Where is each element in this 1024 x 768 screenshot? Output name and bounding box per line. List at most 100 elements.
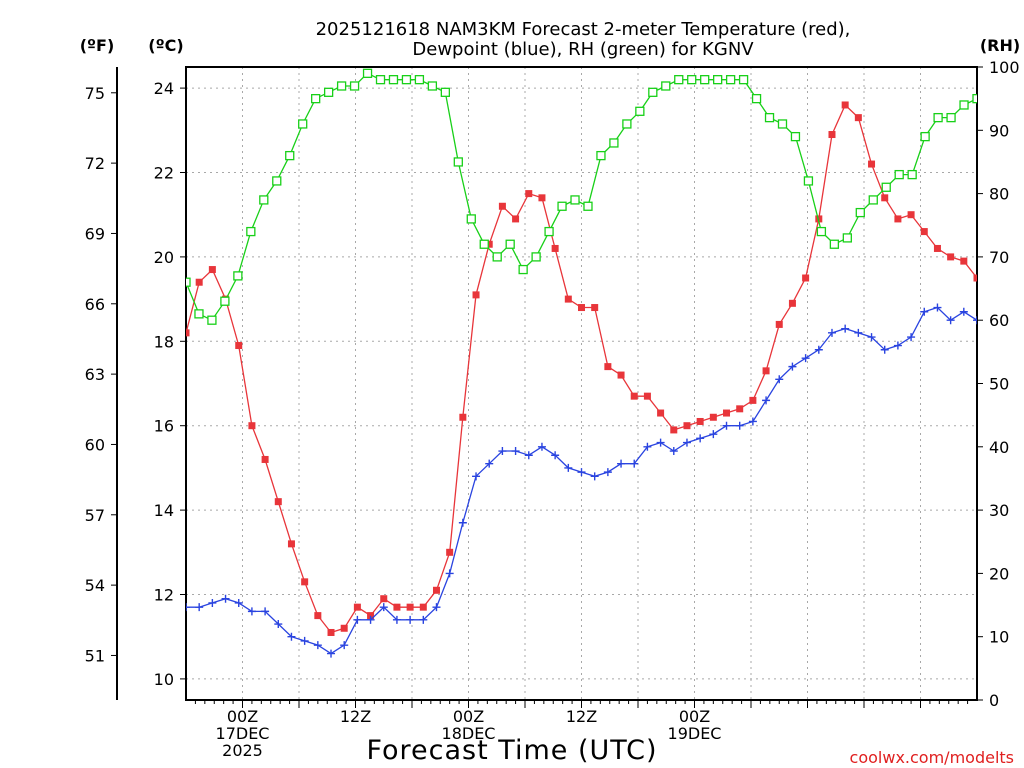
series-0-point-42	[736, 405, 744, 413]
series-0-point-27	[538, 194, 546, 202]
series-1-point-24	[498, 447, 507, 456]
series-1-point-56	[920, 307, 929, 316]
series-2-point-29	[557, 201, 567, 211]
rh-tick-label-100: 100	[989, 58, 1020, 77]
series-1-point-15	[379, 603, 388, 612]
series-0-point-55	[907, 211, 915, 219]
series-1-point-10	[313, 641, 322, 650]
series-2-point-43	[738, 75, 749, 85]
series-1-point-2	[208, 598, 217, 607]
series-1-point-9	[300, 636, 309, 645]
series-0-point-4	[235, 342, 243, 350]
series-0-point-53	[881, 194, 889, 202]
c-tick-label-18: 18	[154, 332, 174, 351]
series-0-point-37	[670, 426, 678, 434]
grid-lines	[186, 67, 977, 700]
series-0-point-9	[301, 578, 309, 586]
series-1-point-3	[221, 594, 230, 603]
rh-tick-label-80: 80	[989, 185, 1009, 204]
series-0-point-14	[367, 612, 375, 620]
series-1-point-49	[827, 328, 836, 337]
series-0-point-20	[446, 548, 454, 556]
series-1-point-1	[195, 603, 204, 612]
series-2-point-60	[959, 100, 969, 110]
series-2-point-49	[816, 226, 827, 237]
series-2-point-31	[583, 201, 593, 211]
series-1-point-54	[893, 341, 902, 350]
series-2-point-51	[842, 233, 852, 243]
f-tick-label-51: 51	[85, 646, 105, 665]
series-1-point-6	[261, 607, 270, 616]
series-0-point-46	[788, 299, 796, 307]
series-1-point-55	[907, 333, 916, 342]
series-1-point-39	[696, 434, 705, 443]
series-0-point-17	[406, 603, 414, 611]
series-0-point-32	[604, 363, 612, 371]
series-1-point-36	[656, 438, 665, 447]
f-tick-label-66: 66	[85, 295, 105, 314]
series-1-point-22	[472, 472, 481, 481]
f-tick-label-60: 60	[85, 435, 105, 454]
f-tick-label-69: 69	[85, 224, 105, 243]
rh-tick-label-20: 20	[989, 564, 1009, 583]
series-2-point-28	[544, 226, 554, 237]
rh-tick-label-30: 30	[989, 501, 1009, 520]
series-0-point-2	[208, 266, 216, 274]
series-2-point-10	[311, 94, 321, 104]
series-2-point-21	[453, 157, 463, 167]
series-1-point-13	[353, 615, 362, 624]
series-2-point-1	[194, 309, 204, 319]
series-0-point-41	[723, 409, 731, 417]
series-2-point-13	[349, 81, 360, 91]
series-1-point-37	[669, 447, 678, 456]
series-2-point-6	[259, 195, 269, 205]
series-2-point-3	[220, 296, 230, 306]
series-2-point-19	[427, 81, 438, 91]
series-0-point-31	[591, 304, 599, 312]
series-2-point-16	[388, 75, 399, 85]
series-2-point-17	[401, 75, 412, 85]
series-1-point-43	[748, 417, 757, 426]
series-2-point-35	[635, 106, 645, 116]
series-1-point-38	[682, 438, 691, 447]
series-0-point-1	[195, 278, 203, 286]
series-2-point-0	[186, 277, 191, 287]
f-tick-label-54: 54	[85, 576, 105, 595]
c-tick-label-24: 24	[154, 79, 174, 98]
c-tick-label-12: 12	[154, 586, 174, 605]
series-1-point-25	[511, 447, 520, 456]
series-0-point-16	[393, 603, 401, 611]
series-0-point-49	[828, 131, 836, 139]
credit-label: coolwx.com/modelts	[850, 748, 1014, 767]
series-2-point-25	[505, 239, 515, 249]
series-1-point-30	[577, 468, 586, 477]
rh-tick-label-70: 70	[989, 248, 1009, 267]
series-0-point-18	[419, 603, 427, 611]
series-1-point-48	[814, 345, 823, 354]
series-0-point-43	[749, 396, 757, 404]
x-tick-label-h42-0: 12Z	[566, 707, 597, 726]
series-1-point-20	[445, 569, 454, 578]
series-2-point-8	[285, 150, 295, 161]
series-1-point-40	[709, 430, 718, 439]
series-0-point-11	[327, 628, 335, 636]
series-0-point-26	[525, 190, 533, 198]
c-tick-label-14: 14	[154, 501, 174, 520]
series-1-point-35	[643, 442, 652, 451]
series-2-point-42	[725, 75, 736, 85]
series-0-point-36	[657, 409, 665, 417]
axes: 10 12 14 16 18 20 22 24 51 54 57 60 63 66 69 72 75 0 10 20 3…	[85, 58, 1020, 760]
series-2-point-61	[972, 94, 977, 104]
series-1-point-12	[340, 641, 349, 650]
plot-frame	[185, 66, 978, 701]
f-tick-label-72: 72	[85, 154, 105, 173]
series-1-point-32	[603, 468, 612, 477]
series-0-point-51	[854, 114, 862, 122]
series-1-point-42	[735, 421, 744, 430]
series-2-point-56	[907, 169, 917, 180]
x-tick-label-h30-0: 00Z	[453, 707, 484, 726]
x-tick-label-h18-0: 12Z	[340, 707, 371, 726]
series-2-point-7	[272, 176, 282, 186]
series-1-point-11	[327, 649, 336, 658]
